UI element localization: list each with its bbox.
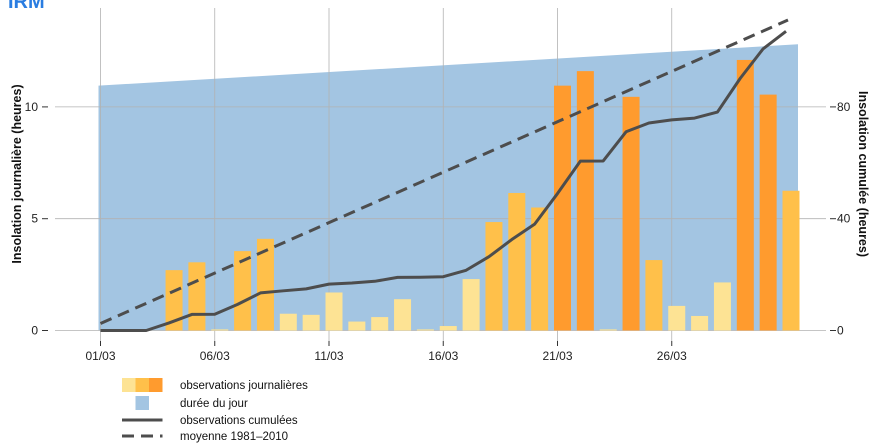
daily-bar bbox=[576, 71, 594, 331]
x-tick-label: 01/03 bbox=[85, 349, 115, 363]
daily-bar bbox=[782, 190, 800, 331]
daily-bar bbox=[713, 282, 731, 331]
y-right-tick-label: 40 bbox=[837, 212, 851, 226]
legend: observations journalières durée du jour ob… bbox=[122, 378, 308, 443]
daily-bar bbox=[394, 299, 412, 331]
x-tick-label: 11/03 bbox=[314, 349, 343, 363]
y-right-tick-label: 80 bbox=[837, 100, 851, 114]
legend-label: moyenne 1981–2010 bbox=[180, 431, 288, 443]
daily-bar bbox=[234, 251, 252, 331]
y-axis-right-title: Insolation cumulée (heures) bbox=[856, 91, 870, 257]
daily-bar bbox=[736, 59, 754, 331]
legend-label: durée du jour bbox=[180, 398, 248, 410]
daily-bar bbox=[211, 329, 229, 331]
legend-swatch-daylength bbox=[135, 396, 149, 410]
y-left-tick-label: 10 bbox=[25, 100, 39, 114]
daily-bar bbox=[279, 313, 297, 331]
daily-bar bbox=[691, 315, 709, 331]
cumulative-lines bbox=[99, 18, 789, 332]
x-tick-label: 06/03 bbox=[200, 349, 230, 363]
x-tick-label: 26/03 bbox=[657, 349, 687, 363]
daily-bar bbox=[371, 317, 389, 331]
daily-bar bbox=[759, 94, 777, 331]
logo-text: IRM bbox=[8, 0, 45, 13]
x-tick-label: 16/03 bbox=[428, 349, 458, 363]
daily-bar bbox=[416, 329, 434, 331]
legend-swatch-daily bbox=[122, 378, 136, 392]
axes: 01/03 06/03 11/03 16/03 21/03 26/03 0 5 10 0 40 80 bbox=[25, 100, 851, 363]
daily-bar bbox=[188, 262, 206, 331]
y-left-tick-label: 0 bbox=[31, 324, 38, 338]
daily-bar bbox=[165, 270, 183, 331]
cumulative-observations-line bbox=[100, 30, 787, 332]
legend-swatch-daily bbox=[149, 378, 163, 392]
daily-bar bbox=[508, 192, 526, 331]
legend-label: observations cumulées bbox=[180, 415, 298, 427]
mean-1981-2010-line bbox=[99, 18, 789, 325]
y-left-tick-label: 5 bbox=[31, 212, 38, 226]
daily-bar bbox=[485, 222, 503, 331]
daily-bar bbox=[462, 279, 480, 331]
y-right-tick-label: 0 bbox=[837, 324, 844, 338]
y-axis-left-title: Insolation journalière (heures) bbox=[10, 84, 24, 263]
daily-bar bbox=[645, 260, 663, 331]
daily-bar bbox=[554, 85, 571, 331]
daily-bar bbox=[668, 305, 686, 331]
legend-label: observations journalières bbox=[180, 380, 308, 392]
daily-bar bbox=[599, 329, 617, 331]
x-tick-label: 21/03 bbox=[542, 349, 572, 363]
daily-bar bbox=[348, 321, 366, 331]
legend-swatch-daily bbox=[135, 378, 149, 392]
daily-bar bbox=[531, 207, 549, 331]
daily-bar bbox=[302, 314, 320, 331]
daily-bar bbox=[256, 238, 274, 331]
daily-bar bbox=[439, 326, 457, 331]
daily-bar bbox=[622, 96, 640, 331]
daily-bar bbox=[325, 292, 343, 331]
